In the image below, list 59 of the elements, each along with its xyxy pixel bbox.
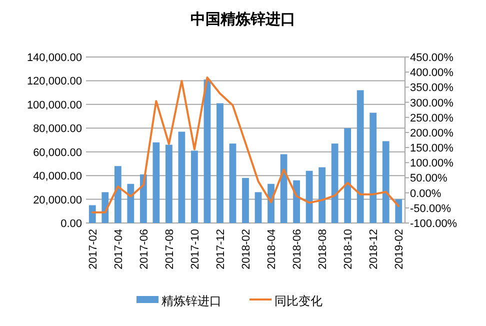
bar bbox=[88, 205, 96, 223]
bar bbox=[216, 103, 224, 223]
legend-label: 同比变化 bbox=[274, 294, 322, 308]
bar bbox=[165, 144, 172, 223]
legend-label: 精炼锌进口 bbox=[162, 294, 222, 308]
y2-tick-label: 100.00% bbox=[410, 158, 454, 170]
y2-tick-label: 300.00% bbox=[410, 97, 454, 110]
y2-tick-label: -50.00% bbox=[410, 202, 452, 215]
y2-tick-label: 200.00% bbox=[410, 127, 454, 140]
x-tick-label: 2017-12 bbox=[214, 229, 227, 270]
bar bbox=[306, 170, 313, 223]
x-tick-label: 2018-02 bbox=[240, 229, 252, 270]
x-tick-label: 2018-10 bbox=[342, 229, 355, 270]
y-tick-label: 40,000.00 bbox=[33, 170, 82, 183]
y2-tick-label: 400.00% bbox=[410, 67, 454, 80]
x-tick-label: 2018-12 bbox=[368, 229, 380, 270]
y2-tick-label: 50.00% bbox=[410, 172, 448, 185]
bar bbox=[331, 144, 338, 223]
x-tick-label: 2018-04 bbox=[266, 229, 278, 270]
y2-tick-label: 450.00% bbox=[410, 52, 454, 64]
y-tick-label: 20,000.00 bbox=[33, 194, 82, 206]
x-tick-label: 2018-08 bbox=[317, 229, 330, 270]
bar bbox=[114, 166, 122, 223]
bar bbox=[382, 141, 390, 223]
bar bbox=[127, 184, 134, 223]
x-tick-label: 2017-06 bbox=[138, 229, 150, 270]
x-tick-label: 2017-02 bbox=[87, 229, 100, 270]
bar bbox=[191, 150, 198, 223]
bar bbox=[344, 128, 352, 223]
y2-tick-label: -100.00% bbox=[410, 218, 458, 230]
x-tick-label: 2017-10 bbox=[189, 229, 202, 270]
bar bbox=[229, 144, 236, 223]
bar bbox=[152, 142, 160, 223]
x-tick-label: 2017-08 bbox=[164, 229, 176, 270]
bar bbox=[318, 167, 326, 223]
bar bbox=[370, 112, 377, 223]
y-tick-label: 140,000.00 bbox=[26, 52, 82, 64]
bar bbox=[293, 180, 300, 223]
y-tick-label: 100,000.00 bbox=[26, 99, 82, 112]
bar bbox=[140, 174, 147, 223]
chart-title: 中国精炼锌进口 bbox=[190, 11, 296, 28]
bar bbox=[178, 132, 186, 223]
y2-tick-label: 0.00% bbox=[410, 188, 442, 200]
bar bbox=[356, 90, 364, 223]
y-tick-label: 60,000.00 bbox=[33, 146, 82, 159]
x-tick-label: 2018-06 bbox=[292, 229, 304, 270]
bar bbox=[254, 192, 262, 223]
y-tick-label: 80,000.00 bbox=[33, 123, 82, 136]
y2-tick-label: 150.00% bbox=[410, 142, 454, 155]
y2-tick-label: 250.00% bbox=[410, 112, 454, 124]
bar bbox=[204, 80, 211, 223]
bar bbox=[242, 178, 249, 223]
bar bbox=[395, 199, 402, 223]
x-tick-label: 2019-02 bbox=[394, 229, 406, 270]
x-tick-label: 2017-04 bbox=[112, 229, 125, 270]
y2-tick-label: 350.00% bbox=[410, 82, 454, 94]
y-tick-label: 0.00 bbox=[60, 218, 82, 230]
y-tick-label: 120,000.00 bbox=[26, 76, 82, 88]
line-series bbox=[91, 76, 400, 214]
